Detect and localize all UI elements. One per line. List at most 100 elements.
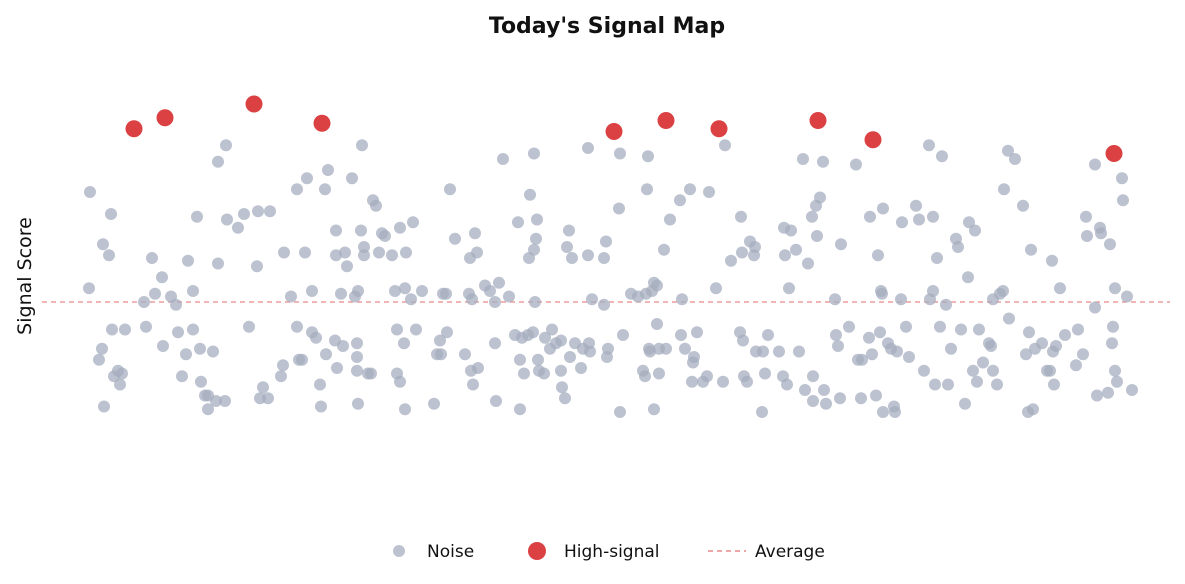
noise-point: [207, 345, 219, 358]
noise-point: [807, 370, 819, 383]
noise-point: [514, 353, 526, 366]
noise-point: [866, 348, 878, 361]
high-signal-point: [605, 123, 623, 140]
high-signal-point: [809, 112, 827, 129]
noise-point: [1109, 282, 1121, 295]
noise-point: [686, 375, 698, 388]
noise-point: [773, 345, 785, 358]
noise-point: [220, 139, 232, 152]
noise-point: [741, 375, 753, 388]
noise-point: [140, 320, 152, 333]
noise-point: [641, 183, 653, 196]
noise-point: [365, 367, 377, 380]
noise-point: [856, 353, 868, 366]
noise-point: [834, 392, 846, 405]
legend-noise-marker: [393, 545, 405, 557]
noise-point: [817, 155, 829, 168]
noise-point: [232, 221, 244, 234]
noise-point: [96, 342, 108, 355]
noise-point: [532, 353, 544, 366]
noise-point: [598, 298, 610, 311]
noise-point: [356, 139, 368, 152]
noise-point: [929, 378, 941, 391]
noise-point: [793, 345, 805, 358]
noise-point: [797, 153, 809, 165]
noise-point: [299, 246, 311, 259]
noise-point: [489, 296, 501, 308]
noise-point: [512, 216, 524, 229]
noise-point: [202, 403, 214, 416]
noise-point: [103, 249, 115, 262]
high-signal-points: [125, 95, 1123, 162]
noise-point: [306, 285, 318, 297]
noise-point: [503, 290, 515, 303]
noise-point: [394, 375, 406, 388]
noise-point: [434, 334, 446, 347]
noise-point: [639, 370, 651, 383]
noise-point: [351, 364, 363, 377]
noise-point: [874, 326, 886, 339]
noise-point: [725, 254, 737, 267]
noise-point: [985, 340, 997, 352]
noise-point: [1111, 375, 1123, 388]
noise-point: [1017, 199, 1029, 212]
noise-point: [528, 147, 540, 160]
noise-point: [346, 172, 358, 185]
noise-point: [84, 186, 96, 198]
noise-point: [814, 191, 826, 204]
noise-point: [416, 285, 428, 297]
noise-point: [561, 241, 573, 253]
noise-point: [872, 249, 884, 262]
noise-point: [93, 353, 105, 366]
noise-point: [341, 260, 353, 273]
noise-point: [736, 246, 748, 259]
noise-point: [546, 323, 558, 336]
noise-point: [335, 287, 347, 300]
noise-point: [301, 172, 313, 185]
noise-point: [586, 293, 598, 306]
noise-point: [582, 249, 594, 262]
noise-point: [617, 329, 629, 341]
noise-point: [679, 342, 691, 355]
noise-point: [1009, 153, 1021, 165]
noise-point: [1102, 386, 1114, 399]
noise-point: [310, 331, 322, 344]
noise-point: [830, 329, 842, 341]
noise-point: [818, 384, 830, 396]
noise-point: [405, 293, 417, 306]
noise-point: [1089, 301, 1101, 314]
noise-point: [252, 205, 264, 218]
noise-point: [735, 210, 747, 223]
noise-point: [1027, 403, 1039, 416]
noise-point: [330, 249, 342, 262]
noise-point: [407, 216, 419, 229]
noise-point: [555, 334, 567, 347]
noise-point: [1036, 337, 1048, 350]
noise-point: [749, 241, 761, 253]
noise-point: [651, 279, 663, 292]
noise-point: [277, 359, 289, 372]
noise-point: [1002, 144, 1014, 157]
noise-point: [987, 364, 999, 377]
noise-point: [467, 378, 479, 391]
noise-point: [829, 293, 841, 306]
noise-point: [114, 378, 126, 391]
noise-point: [1080, 210, 1092, 223]
noise-point: [660, 342, 672, 355]
noise-point: [358, 249, 370, 262]
noise-point: [945, 342, 957, 355]
noise-point: [1077, 348, 1089, 361]
noise-point: [172, 326, 184, 339]
noise-point: [1091, 389, 1103, 402]
noise-point: [170, 298, 182, 311]
noise-point: [566, 252, 578, 264]
noise-point: [530, 232, 542, 245]
noise-point: [658, 243, 670, 256]
noise-point: [940, 298, 952, 311]
noise-point: [807, 395, 819, 407]
noise-point: [555, 364, 567, 377]
legend: Noise High-signal Average: [393, 542, 825, 562]
noise-point: [212, 155, 224, 168]
noise-point: [855, 392, 867, 405]
noise-point: [955, 323, 967, 336]
